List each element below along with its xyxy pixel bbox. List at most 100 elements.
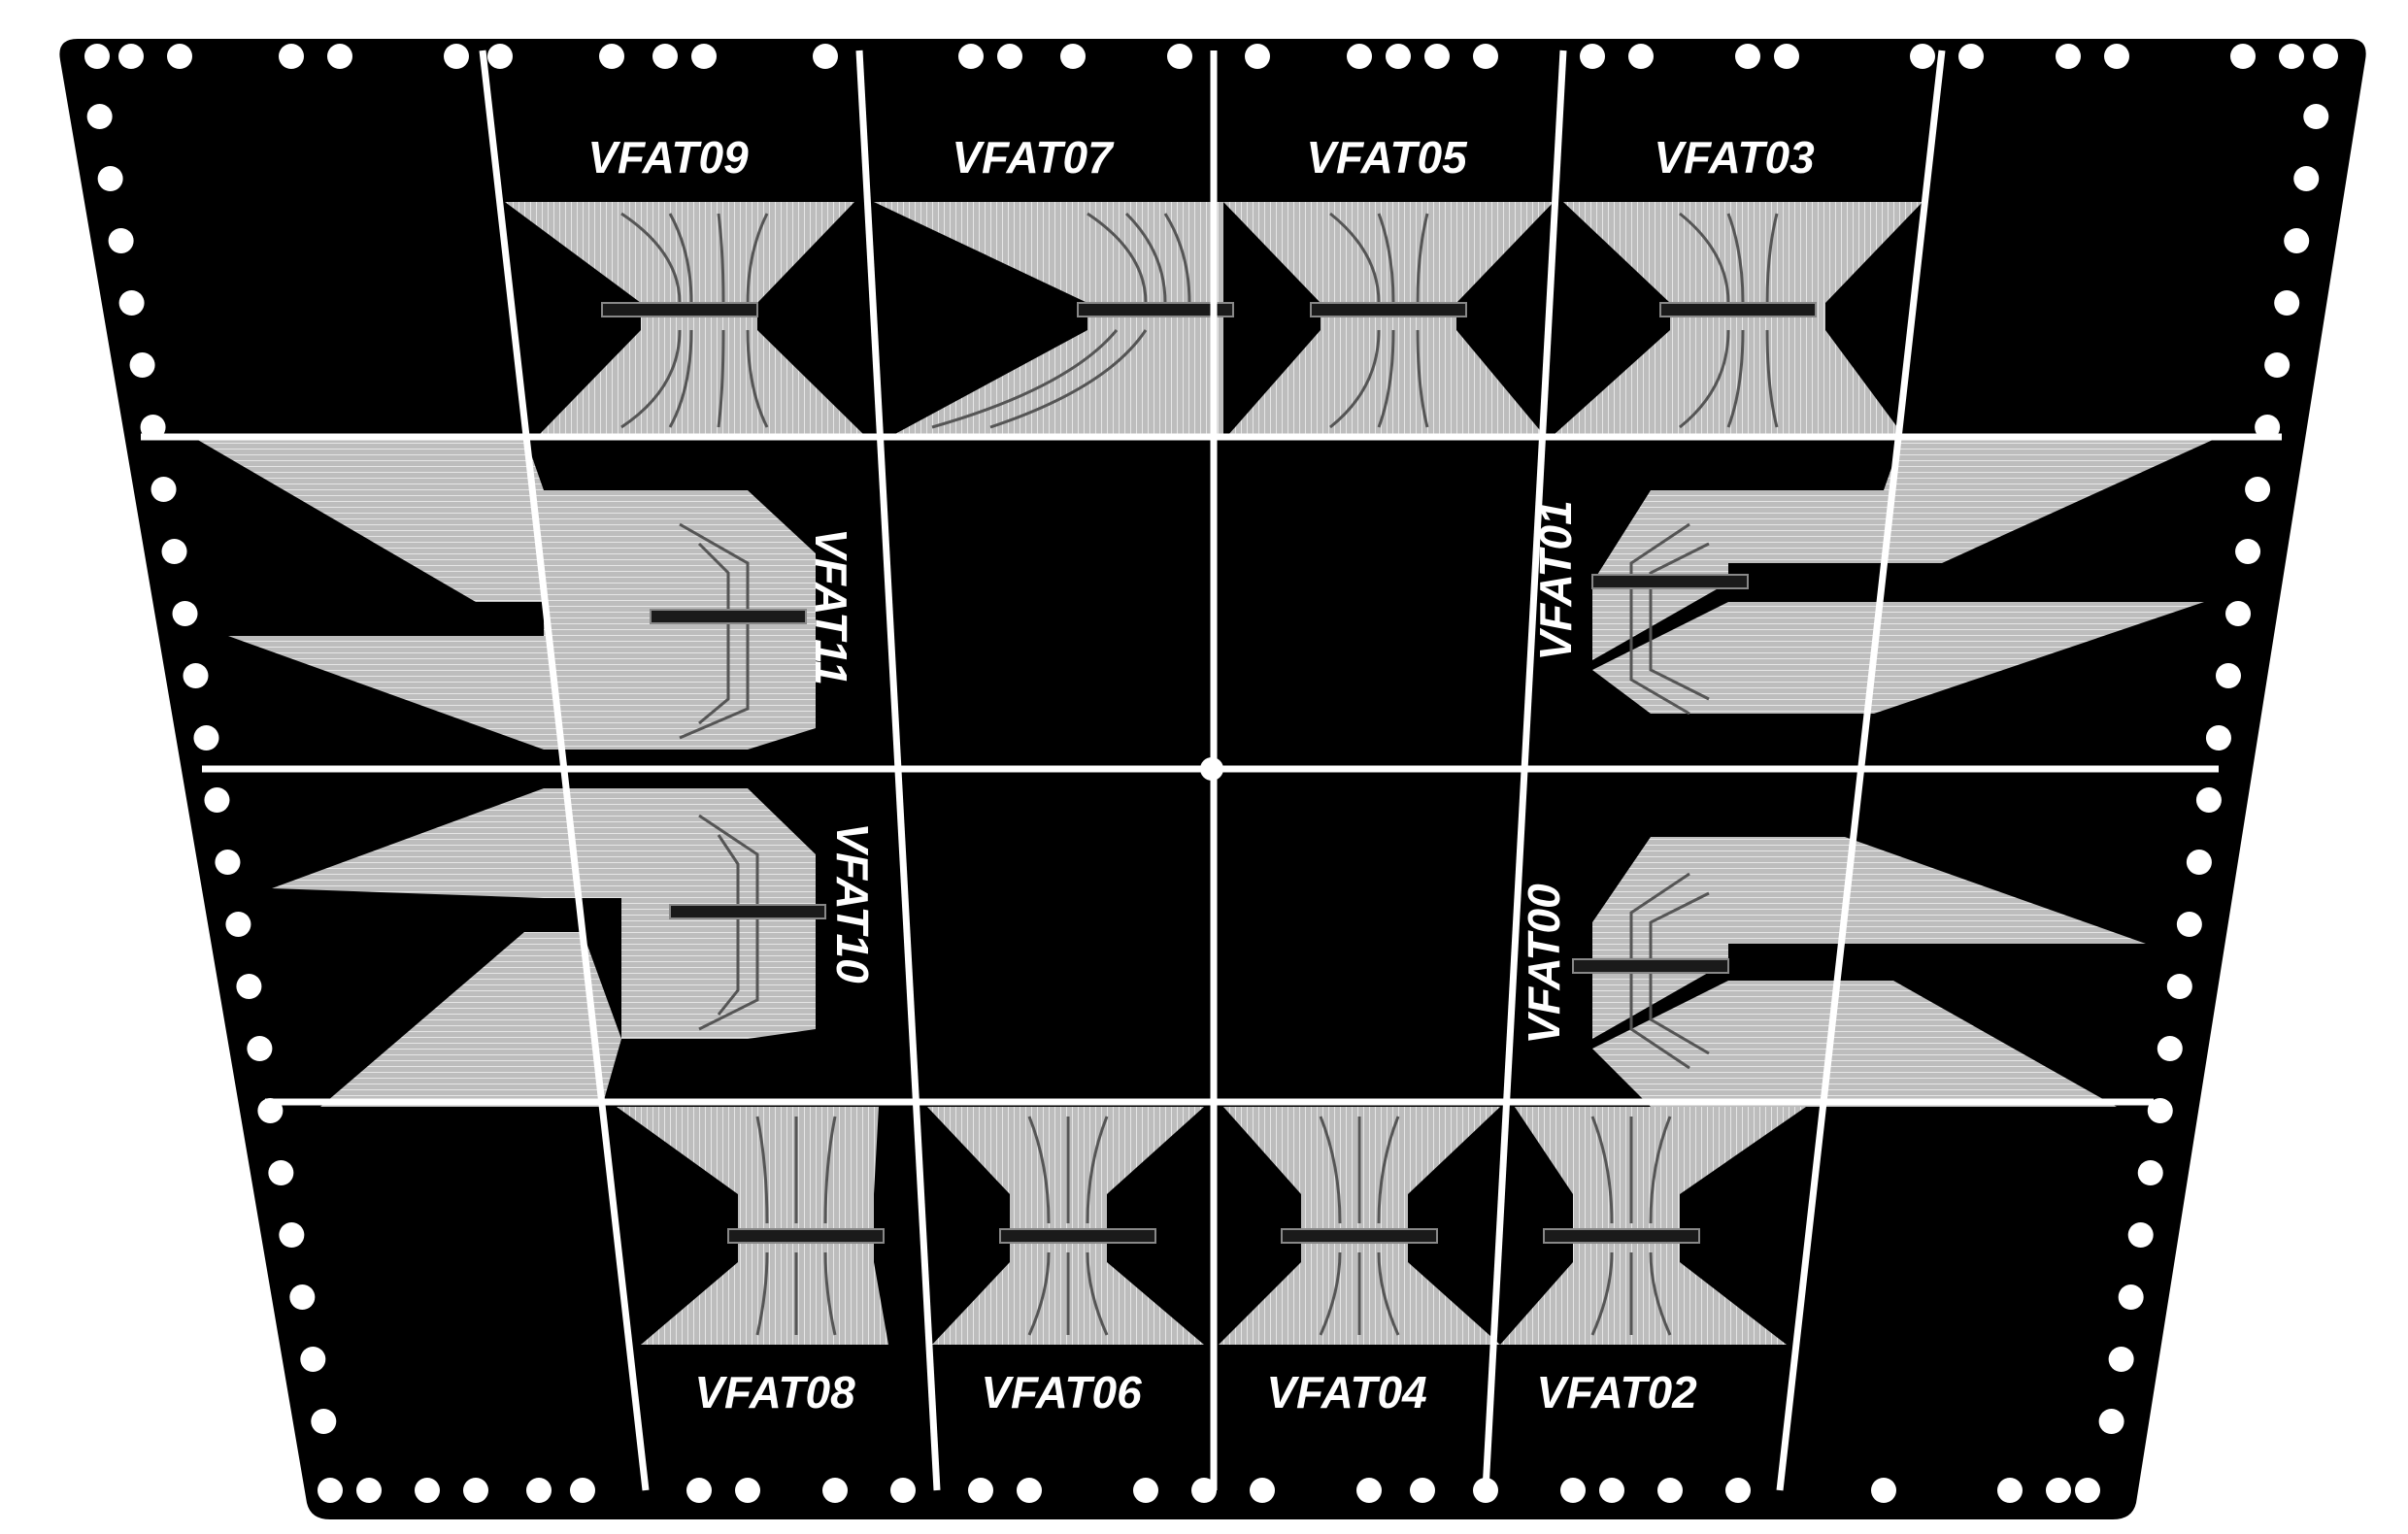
connector-vfat06	[927, 1107, 1204, 1345]
mounting-hole	[2195, 787, 2222, 813]
mounting-hole	[1386, 44, 1411, 69]
mounting-hole	[172, 601, 198, 626]
mounting-hole	[2046, 1478, 2071, 1503]
mounting-hole	[215, 850, 241, 875]
label-vfat03: VFAT03	[1654, 132, 1815, 183]
mounting-hole	[2215, 663, 2241, 688]
mounting-hole	[1599, 1478, 1624, 1503]
connector-vfat02	[1500, 1107, 1806, 1345]
sector-grid	[141, 50, 2282, 1491]
mounting-hole	[1735, 44, 1760, 69]
grid-line-v4	[1482, 50, 1567, 1491]
mounting-hole	[415, 1478, 440, 1503]
mounting-hole	[890, 1478, 916, 1503]
mounting-hole	[1133, 1478, 1158, 1503]
grid-line-v5	[1776, 50, 1946, 1491]
mounting-hole	[289, 1284, 316, 1310]
label-vfat01: VFAT01	[1530, 500, 1581, 660]
mounting-hole	[822, 1478, 848, 1503]
mounting-hole	[1997, 1478, 2023, 1503]
mounting-hole	[318, 1478, 343, 1503]
mounting-hole	[356, 1478, 382, 1503]
mounting-hole	[444, 44, 469, 69]
mounting-hole	[691, 44, 717, 69]
connector-vfat04	[1219, 1107, 1500, 1345]
mounting-hole	[167, 44, 192, 69]
mounting-hole	[813, 44, 838, 69]
mounting-hole	[686, 1478, 712, 1503]
mounting-hole	[300, 1347, 326, 1372]
mounting-hole	[1424, 44, 1450, 69]
mounting-hole	[526, 1478, 552, 1503]
mounting-hole	[279, 1222, 305, 1248]
mounting-hole	[193, 725, 219, 750]
mounting-hole	[225, 912, 251, 937]
mounting-hole	[279, 44, 304, 69]
label-vfat04: VFAT04	[1266, 1367, 1426, 1417]
label-vfat07: VFAT07	[952, 132, 1115, 183]
mounting-hole	[1347, 44, 1372, 69]
connector-vfat01	[1591, 435, 2224, 716]
mounting-hole	[1017, 1478, 1042, 1503]
mounting-hole	[2313, 44, 2338, 69]
mounting-hole	[1473, 44, 1498, 69]
mounting-hole	[2225, 601, 2252, 626]
mounting-hole	[463, 1478, 488, 1503]
mounting-hole	[2186, 850, 2212, 875]
mounting-hole	[2104, 44, 2129, 69]
grid-line-v1	[479, 50, 650, 1491]
mounting-hole	[1871, 1478, 1896, 1503]
mounting-hole	[2284, 228, 2310, 253]
mounting-hole	[327, 44, 352, 69]
mounting-hole	[311, 1409, 337, 1434]
mounting-hole	[487, 44, 513, 69]
mounting-hole	[2137, 1160, 2163, 1185]
mounting-hole	[2264, 352, 2291, 378]
mounting-hole	[1958, 44, 1984, 69]
mounting-hole	[86, 104, 113, 129]
mounting-hole	[2245, 477, 2271, 502]
connector-vfat07	[874, 202, 1234, 435]
mounting-hole	[652, 44, 678, 69]
label-vfat00: VFAT00	[1519, 884, 1569, 1045]
mounting-hole	[958, 44, 984, 69]
mounting-hole	[1245, 44, 1270, 69]
mounting-hole	[2230, 44, 2256, 69]
mounting-hole	[2157, 1036, 2183, 1061]
label-vfat10: VFAT10	[827, 822, 878, 984]
mounting-hole	[1410, 1478, 1435, 1503]
mounting-hole	[2075, 1478, 2100, 1503]
label-vfat05: VFAT05	[1306, 132, 1468, 183]
mounting-hole	[2279, 44, 2304, 69]
label-vfat11: VFAT11	[806, 528, 856, 685]
mounting-hole	[2235, 539, 2261, 564]
mounting-hole	[247, 1036, 273, 1061]
center-marker	[1200, 757, 1223, 781]
mounting-hole	[1628, 44, 1654, 69]
mounting-hole	[2205, 725, 2231, 750]
connector-vfat10	[272, 788, 826, 1107]
mounting-hole	[2118, 1284, 2144, 1310]
mounting-hole	[268, 1160, 294, 1185]
mounting-hole	[1910, 44, 1935, 69]
mounting-hole	[2176, 912, 2202, 937]
mounting-hole	[570, 1478, 595, 1503]
mounting-hole	[2274, 290, 2300, 316]
label-vfat09: VFAT09	[587, 132, 749, 183]
mounting-hole	[1060, 44, 1086, 69]
mounting-hole	[968, 1478, 993, 1503]
mounting-hole	[150, 477, 177, 502]
mounting-hole	[1725, 1478, 1751, 1503]
mounting-hole	[1560, 1478, 1586, 1503]
mounting-hole	[1250, 1478, 1275, 1503]
mounting-holes	[84, 44, 2338, 1503]
mounting-hole	[2056, 44, 2081, 69]
mounting-hole	[1167, 44, 1192, 69]
mounting-hole	[2108, 1347, 2134, 1372]
mounting-hole	[1774, 44, 1799, 69]
connector-vfat09	[505, 202, 864, 435]
label-vfat02: VFAT02	[1536, 1367, 1697, 1417]
mounting-hole	[129, 352, 155, 378]
mounting-hole	[108, 228, 134, 253]
